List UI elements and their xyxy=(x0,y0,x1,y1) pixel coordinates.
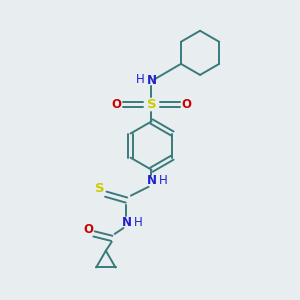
Text: O: O xyxy=(83,223,93,236)
Text: H: H xyxy=(134,216,142,229)
Text: N: N xyxy=(122,216,131,229)
Text: N: N xyxy=(146,174,157,188)
Text: O: O xyxy=(111,98,121,111)
Text: N: N xyxy=(146,74,157,87)
Text: H: H xyxy=(159,174,168,188)
Text: S: S xyxy=(95,182,105,195)
Text: O: O xyxy=(182,98,192,111)
Text: S: S xyxy=(147,98,156,111)
Text: H: H xyxy=(136,73,145,86)
